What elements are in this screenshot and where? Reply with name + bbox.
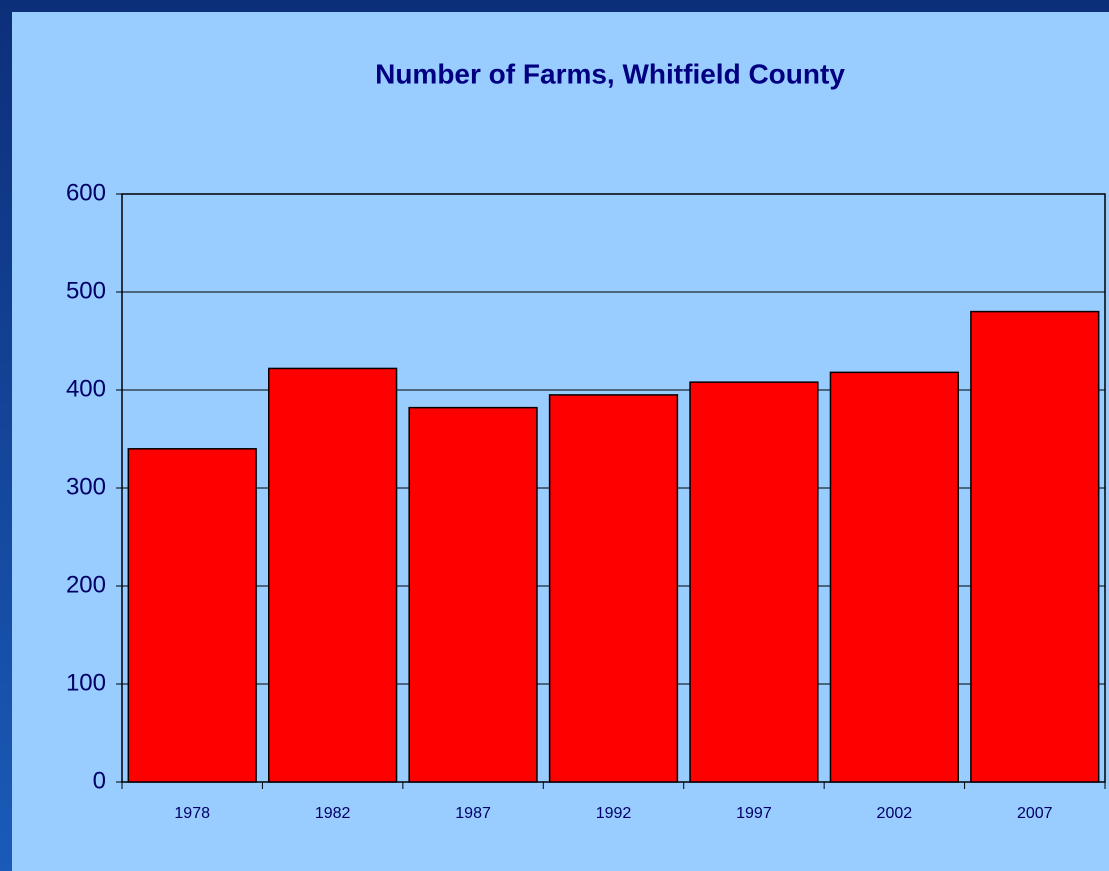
y-tick-label: 0 xyxy=(93,767,106,794)
bar xyxy=(970,310,1100,783)
bar xyxy=(127,448,257,783)
x-tick-label: 1987 xyxy=(455,805,491,822)
y-tick-label: 100 xyxy=(66,669,106,696)
bar xyxy=(829,371,960,783)
y-tick-label: 600 xyxy=(66,179,106,206)
chart-title: Number of Farms, Whitfield County xyxy=(375,58,845,89)
y-tick-label: 300 xyxy=(66,473,106,500)
bar xyxy=(689,381,819,783)
bar xyxy=(548,394,679,783)
x-tick-label: 1978 xyxy=(174,805,210,822)
x-tick-label: 1997 xyxy=(736,805,772,822)
y-tick-label: 500 xyxy=(66,277,106,304)
y-tick-label: 200 xyxy=(66,571,106,598)
y-tick-label: 400 xyxy=(66,375,106,402)
x-tick-label: 1992 xyxy=(596,805,632,822)
x-tick-label: 2002 xyxy=(877,805,913,822)
bar xyxy=(267,367,398,783)
bar xyxy=(408,406,538,783)
x-tick-label: 1982 xyxy=(315,805,351,822)
x-tick-label: 2007 xyxy=(1017,805,1053,822)
